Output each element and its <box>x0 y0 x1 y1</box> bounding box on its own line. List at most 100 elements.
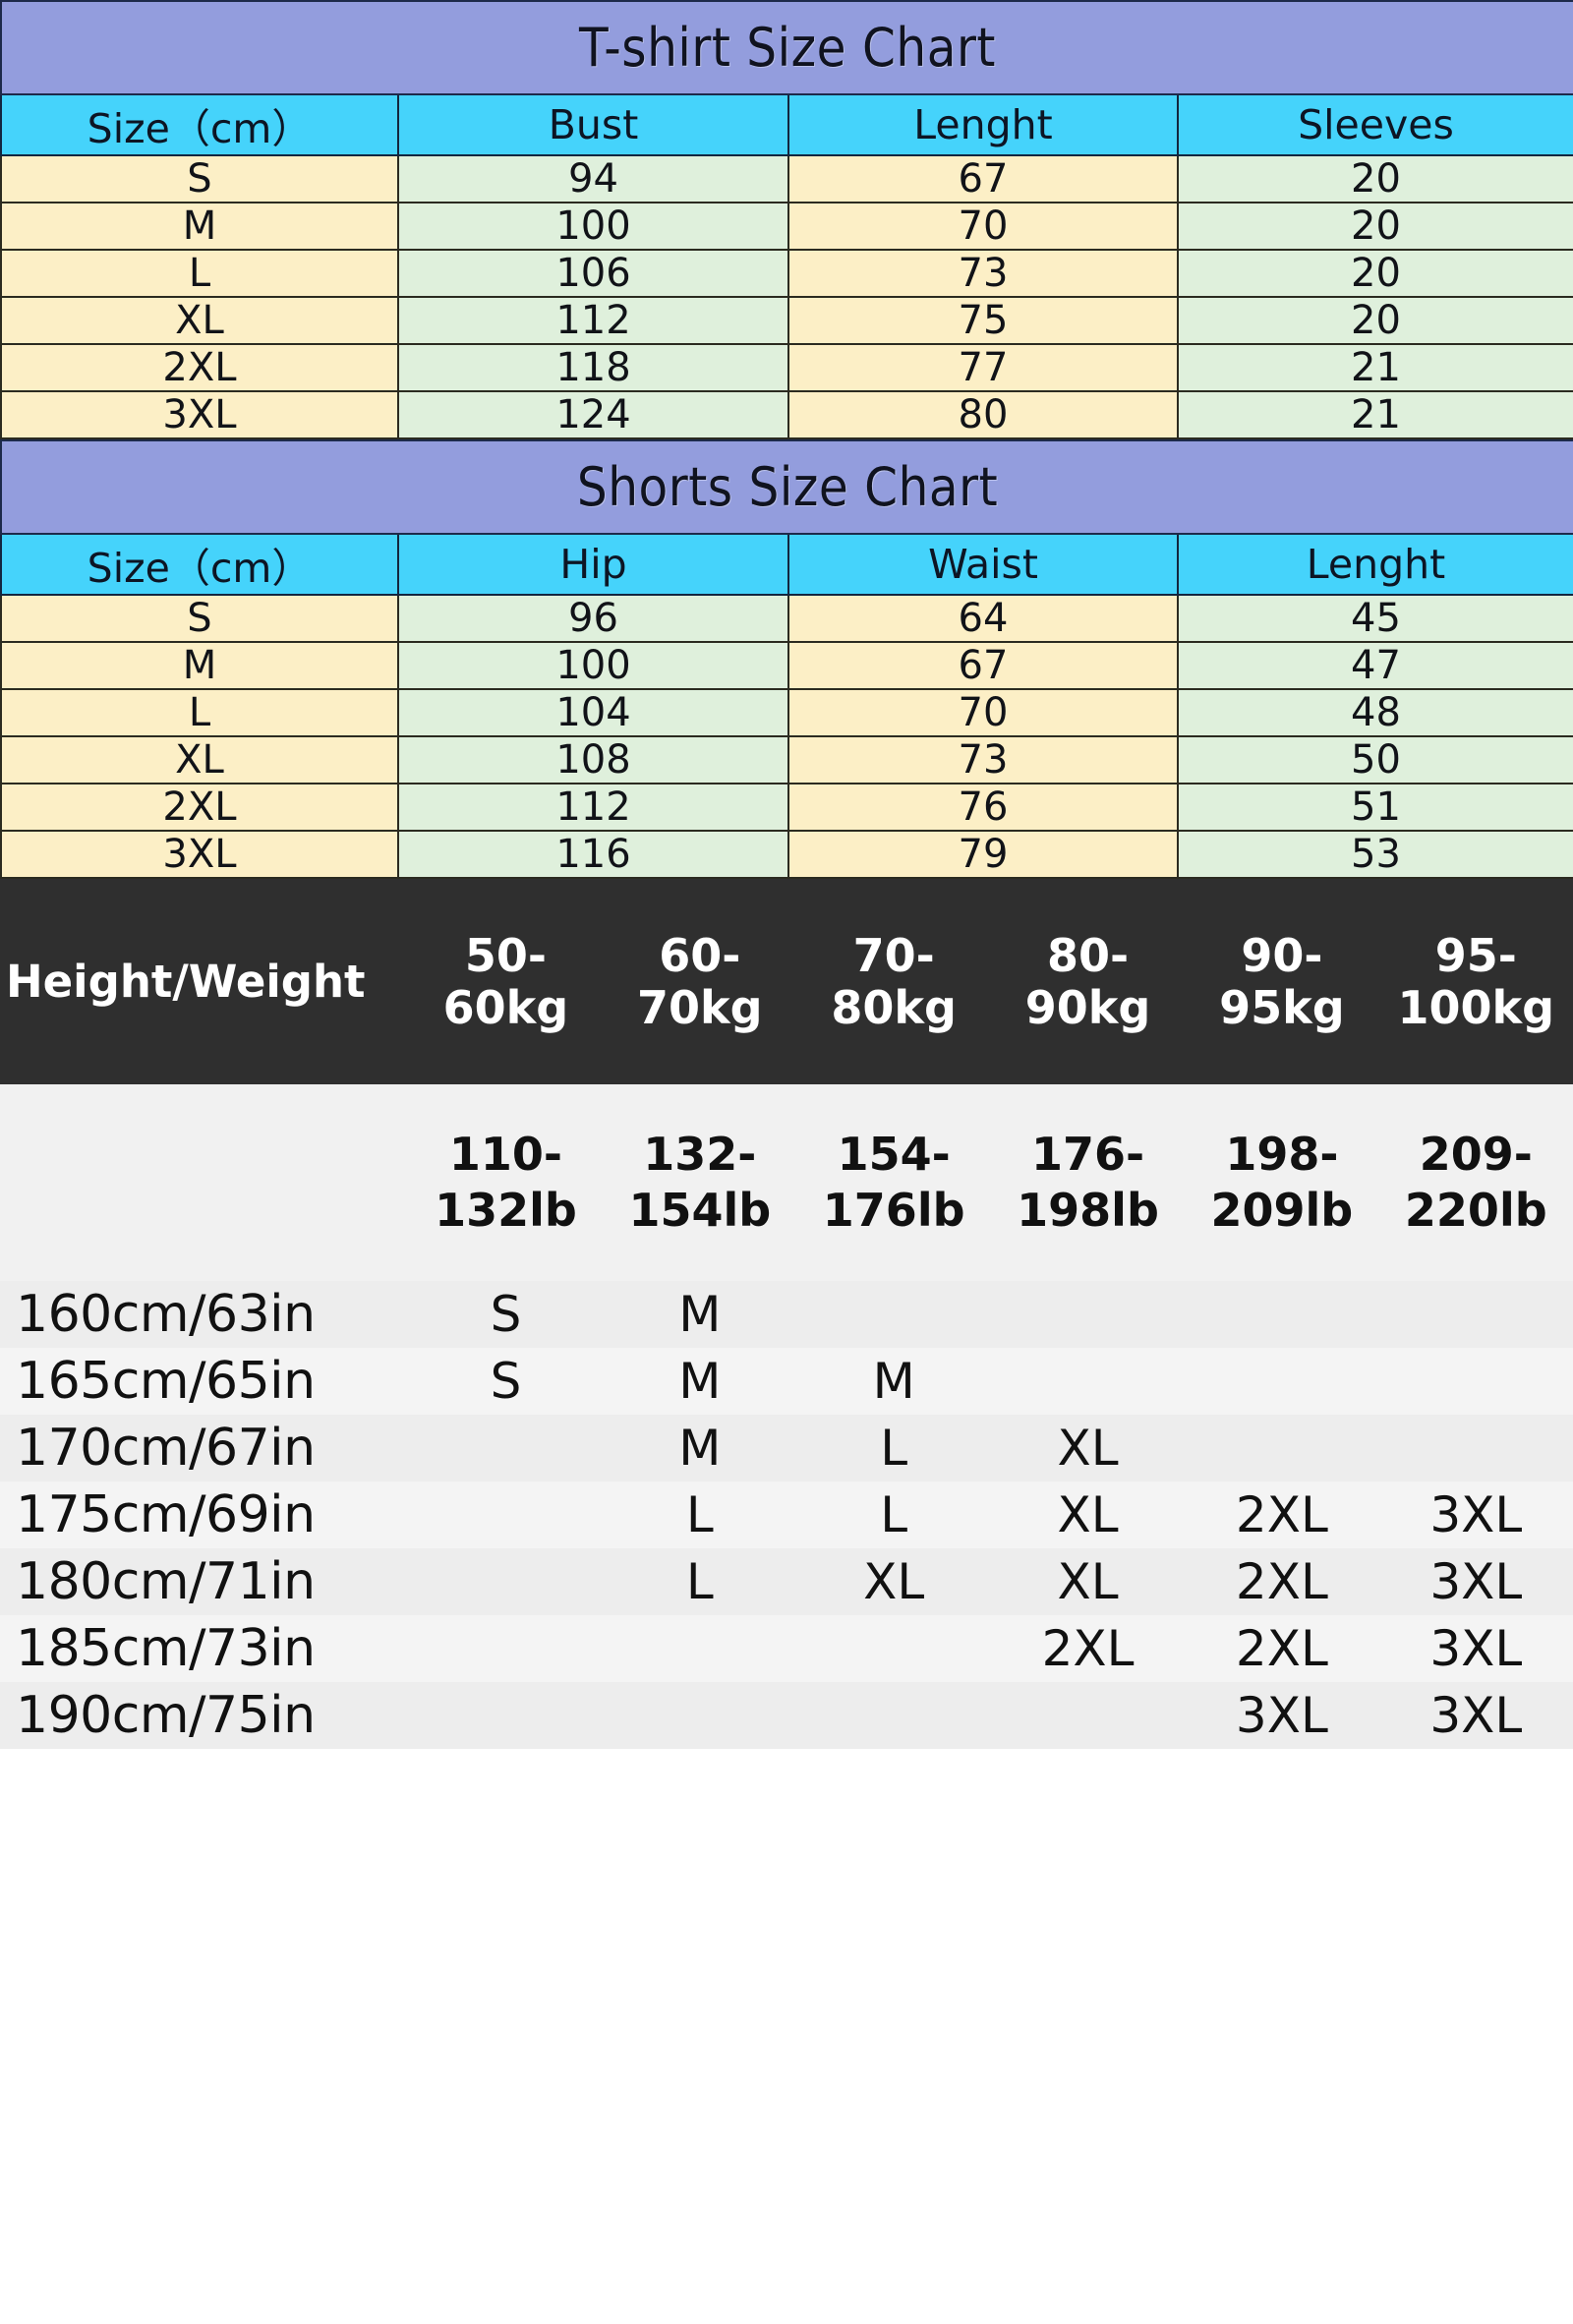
weight-kg-to: 90kg <box>1024 980 1151 1034</box>
size-cell <box>796 1682 991 1749</box>
size-cell: M <box>603 1415 797 1482</box>
shorts-cell: 79 <box>787 830 1179 879</box>
height-label: 165cm/65in <box>0 1348 409 1415</box>
tshirt-cell: 21 <box>1176 343 1573 392</box>
shorts-col-waist: Waist <box>787 533 1179 596</box>
tshirt-cell: 106 <box>397 249 789 298</box>
height-label: 185cm/73in <box>0 1615 409 1682</box>
height-label: 180cm/71in <box>0 1548 409 1615</box>
size-cell: 2XL <box>1185 1548 1379 1615</box>
size-cell: XL <box>796 1548 991 1615</box>
tshirt-cell: M <box>0 202 399 251</box>
weight-kg-from: 90- <box>1241 928 1323 982</box>
size-cell <box>796 1281 991 1348</box>
tshirt-cell: 20 <box>1176 154 1573 203</box>
size-cell <box>990 1682 1186 1749</box>
shorts-cell: 2XL <box>0 783 399 832</box>
size-cell: M <box>603 1348 797 1415</box>
height-weight-block: Height/Weight 50- 60kg 60- 70kg 70- 80kg <box>0 879 1573 1749</box>
weight-lb-from: 176- <box>1030 1127 1145 1181</box>
size-cell <box>1185 1348 1379 1415</box>
size-cell <box>1185 1281 1379 1348</box>
size-cell: S <box>408 1281 604 1348</box>
height-label: 190cm/75in <box>0 1682 409 1749</box>
weight-kg-from: 80- <box>1046 928 1130 982</box>
weight-lb-to: 220lb <box>1404 1184 1547 1237</box>
height-weight-kg-header: Height/Weight 50- 60kg 60- 70kg 70- 80kg <box>0 879 1573 1084</box>
tshirt-cell: 118 <box>397 343 789 392</box>
shorts-col-size: Size（cm） <box>0 533 399 596</box>
weight-lb-from: 198- <box>1225 1127 1339 1181</box>
weight-lb-from: 110- <box>448 1127 562 1181</box>
size-cell <box>408 1482 604 1548</box>
weight-kg-to: 80kg <box>831 980 957 1034</box>
size-cell <box>408 1548 604 1615</box>
weight-lb-to: 132lb <box>435 1184 577 1237</box>
shorts-col-lenght: Lenght <box>1176 533 1573 596</box>
weight-kg-from: 70- <box>852 928 935 982</box>
size-cell: 3XL <box>1378 1615 1573 1682</box>
shorts-cell: L <box>0 688 399 737</box>
tshirt-size-table: T-shirt Size Chart Size（cm） Bust Lenght … <box>0 0 1573 439</box>
weight-kg-to: 100kg <box>1397 980 1555 1034</box>
weight-lb-range: 154- 176lb <box>796 1084 991 1281</box>
shorts-cell: 104 <box>397 688 789 737</box>
shorts-cell: 108 <box>397 735 789 784</box>
size-cell: 3XL <box>1378 1682 1573 1749</box>
weight-kg-from: 50- <box>464 928 547 982</box>
table-row: 190cm/75in 3XL 3XL <box>0 1682 1573 1749</box>
weight-lb-to: 209lb <box>1210 1184 1354 1237</box>
shorts-cell: 100 <box>397 641 789 690</box>
weight-lb-to: 154lb <box>628 1184 772 1237</box>
height-weight-corner-label: Height/Weight <box>0 879 409 1084</box>
weight-kg-to: 60kg <box>442 980 569 1034</box>
table-row: 180cm/71in L XL XL 2XL 3XL <box>0 1548 1573 1615</box>
table-row: M 100 70 20 <box>0 202 1573 251</box>
weight-kg-range: 50- 60kg <box>408 879 604 1084</box>
height-label: 160cm/63in <box>0 1281 409 1348</box>
shorts-col-hip: Hip <box>397 533 789 596</box>
weight-kg-range: 80- 90kg <box>990 879 1186 1084</box>
size-cell <box>1378 1415 1573 1482</box>
table-row: 160cm/63in S M <box>0 1281 1573 1348</box>
shorts-cell: 116 <box>397 830 789 879</box>
size-cell: L <box>796 1482 991 1548</box>
size-cell <box>408 1415 604 1482</box>
tshirt-cell: L <box>0 249 399 298</box>
tshirt-cell: 73 <box>787 249 1179 298</box>
size-cell: 2XL <box>1185 1615 1379 1682</box>
shorts-cell: 96 <box>397 594 789 643</box>
shorts-cell: 70 <box>787 688 1179 737</box>
weight-lb-from: 154- <box>837 1127 951 1181</box>
weight-lb-to: 176lb <box>822 1184 965 1237</box>
tshirt-cell: 94 <box>397 154 789 203</box>
tshirt-cell: 80 <box>787 390 1179 439</box>
weight-kg-range: 90- 95kg <box>1185 879 1379 1084</box>
table-row: XL 108 73 50 <box>0 735 1573 784</box>
weight-lb-range: 209- 220lb <box>1378 1084 1573 1281</box>
tshirt-cell: 70 <box>787 202 1179 251</box>
size-cell <box>603 1682 797 1749</box>
height-label: 175cm/69in <box>0 1482 409 1548</box>
shorts-header-row: Size（cm） Hip Waist Lenght <box>0 533 1573 596</box>
size-cell: L <box>603 1548 797 1615</box>
shorts-cell: 45 <box>1176 594 1573 643</box>
size-cell: XL <box>990 1482 1186 1548</box>
size-cell: M <box>603 1281 797 1348</box>
shorts-title-row: Shorts Size Chart <box>0 439 1573 535</box>
size-cell: L <box>603 1482 797 1548</box>
weight-lb-range: 132- 154lb <box>603 1084 797 1281</box>
tshirt-title-row: T-shirt Size Chart <box>0 0 1573 95</box>
tshirt-cell: XL <box>0 296 399 345</box>
table-row: L 106 73 20 <box>0 249 1573 298</box>
size-cell <box>1378 1281 1573 1348</box>
shorts-cell: 64 <box>787 594 1179 643</box>
size-cell <box>408 1682 604 1749</box>
table-row: 3XL 116 79 53 <box>0 830 1573 879</box>
tshirt-header-row: Size（cm） Bust Lenght Sleeves <box>0 93 1573 156</box>
size-cell: S <box>408 1348 604 1415</box>
table-row: 3XL 124 80 21 <box>0 390 1573 439</box>
shorts-chart-title: Shorts Size Chart <box>0 439 1573 535</box>
table-row: 2XL 112 76 51 <box>0 783 1573 832</box>
size-cell <box>796 1615 991 1682</box>
